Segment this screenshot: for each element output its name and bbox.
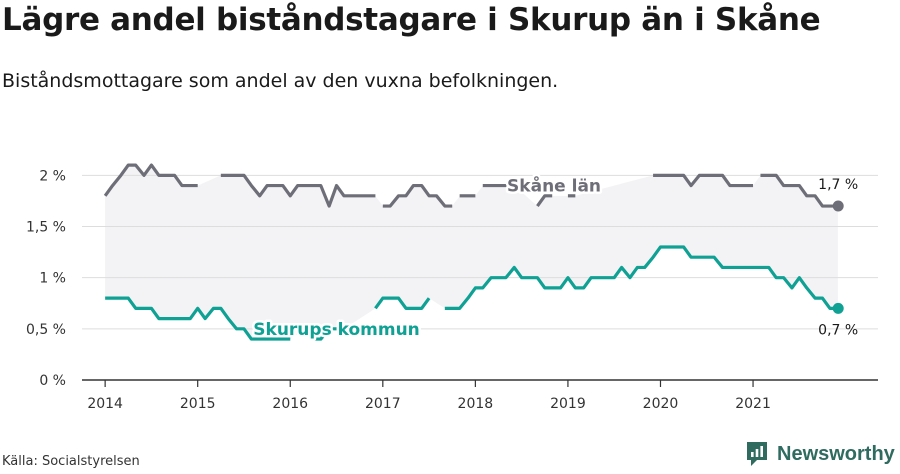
skane-lan-line xyxy=(760,173,839,208)
skane-lan-line xyxy=(536,194,553,207)
skane-lan-line xyxy=(103,163,198,197)
series-label-halo: Skurups kommun xyxy=(253,320,420,340)
y-tick-label: 1,5 % xyxy=(26,220,66,236)
newsworthy-logo-icon xyxy=(745,440,769,468)
skurups-kommun-line xyxy=(444,245,839,310)
series-label-halo: Skåne län xyxy=(507,175,601,197)
skane-lan-end-marker xyxy=(832,200,844,212)
x-tick-label: 2021 xyxy=(735,396,771,412)
x-tick-label: 2017 xyxy=(365,396,401,412)
skurups-kommun-line xyxy=(304,327,344,341)
y-tick-label: 0 % xyxy=(39,373,66,389)
source-note: Källa: Socialstyrelsen xyxy=(2,454,140,469)
skurups-kommun-line xyxy=(105,296,291,341)
series-label: Skåne län xyxy=(507,175,601,197)
chart-subtitle: Biståndsmottagare som andel av den vuxna… xyxy=(2,70,559,92)
x-tick-label: 2015 xyxy=(180,396,216,412)
brand-logo[interactable]: Newsworthy xyxy=(745,440,895,468)
brand-name: Newsworthy xyxy=(777,442,895,465)
y-tick-label: 1 % xyxy=(39,271,66,287)
chart-title: Lägre andel biståndstagare i Skurup än i… xyxy=(2,2,821,38)
x-tick-label: 2014 xyxy=(87,396,123,412)
skane-lan-line xyxy=(382,183,453,208)
skurups-kommun-line xyxy=(374,296,431,310)
difference-band xyxy=(105,165,838,340)
skane-lan-line xyxy=(220,173,376,208)
x-tick-label: 2020 xyxy=(643,396,679,412)
x-tick-label: 2018 xyxy=(458,396,494,412)
skane-end-label: 1,7 % xyxy=(818,177,858,193)
x-tick-label: 2019 xyxy=(550,396,586,412)
x-tick-label: 2016 xyxy=(272,396,308,412)
series-label: Skurups kommun xyxy=(253,320,420,340)
y-tick-label: 2 % xyxy=(39,168,66,184)
skurup-end-label: 0,7 % xyxy=(818,322,858,338)
skurups-kommun-end-marker xyxy=(832,302,844,314)
skane-lan-line xyxy=(653,173,754,188)
y-tick-label: 0,5 % xyxy=(26,322,66,338)
